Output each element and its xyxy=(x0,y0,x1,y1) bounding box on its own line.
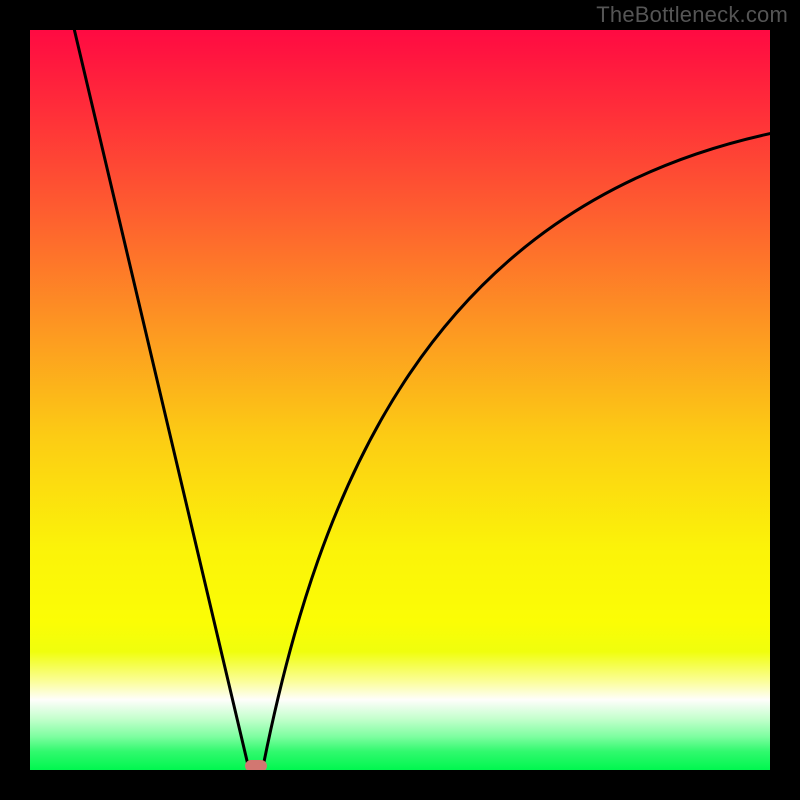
chart-optimum-marker xyxy=(245,760,267,770)
chart-outer-frame: TheBottleneck.com xyxy=(0,0,800,800)
chart-curve xyxy=(30,30,770,770)
watermark-text: TheBottleneck.com xyxy=(596,2,788,28)
chart-plot-area xyxy=(30,30,770,770)
